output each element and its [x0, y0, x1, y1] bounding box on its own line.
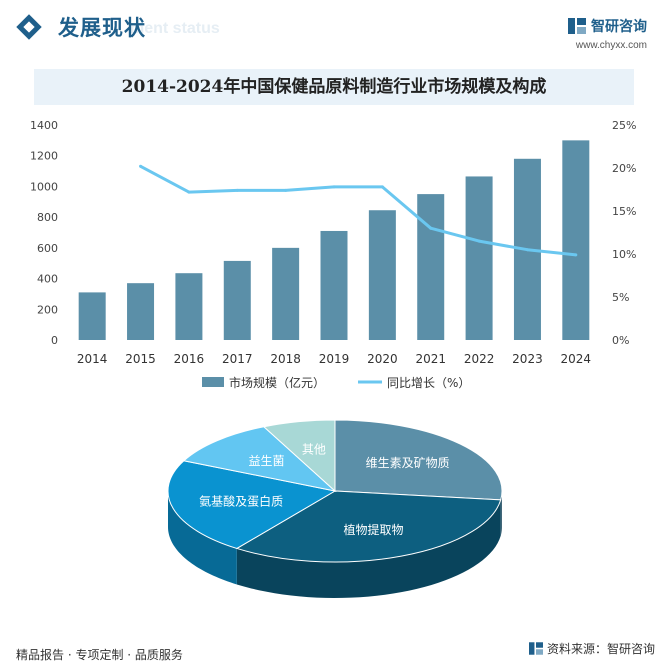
pie-slice-label: 氨基酸及蛋白质 — [199, 494, 283, 509]
bar — [320, 230, 348, 340]
footer-source: 资料来源：智研咨询 — [528, 640, 655, 657]
pie-slice — [235, 490, 502, 563]
section-title: 发展现状 — [58, 16, 146, 40]
legend-line-label: 同比增长（%） — [387, 376, 470, 390]
bar — [175, 273, 203, 340]
pie-slice-label: 植物提取物 — [343, 522, 403, 537]
footer-tagline: 精品报告 · 专项定制 · 品质服务 — [16, 648, 183, 662]
brand-url: www.chyxx.com — [575, 40, 647, 51]
x-tick-label: 2022 — [464, 352, 495, 366]
y-tick-label: 600 — [37, 242, 58, 255]
pie-slice — [262, 419, 336, 493]
line-point — [332, 185, 336, 189]
pie-slice-side — [168, 491, 237, 585]
brand: 智研咨询 www.chyxx.com — [568, 16, 647, 51]
pie-slice-label: 益生菌 — [249, 454, 285, 468]
pie-slice-side — [500, 491, 502, 536]
source-text: 资料来源：智研咨询 — [546, 642, 655, 656]
bar — [127, 283, 155, 340]
x-tick-label: 2017 — [222, 352, 253, 366]
source-logo-icon — [528, 642, 543, 655]
x-tick-label: 2020 — [367, 352, 398, 366]
y2-tick-label: 5% — [612, 291, 629, 304]
bar — [223, 260, 251, 340]
x-tick-label: 2014 — [77, 352, 108, 366]
line-point — [477, 239, 481, 243]
y-tick-label: 200 — [37, 303, 58, 316]
diamond-icon — [16, 14, 42, 40]
brand-logo-icon — [568, 18, 586, 34]
y2-tick-label: 10% — [612, 248, 636, 261]
pie-slice-label: 其他 — [302, 442, 326, 456]
pie-slice-side — [236, 499, 501, 598]
y-tick-label: 0 — [51, 334, 58, 347]
x-tick-label: 2015 — [125, 352, 156, 366]
y2-tick-label: 0% — [612, 334, 629, 347]
line-point — [525, 248, 529, 252]
y-tick-label: 1000 — [30, 180, 58, 193]
bar — [417, 194, 445, 340]
header: ment status 发展现状 智研咨询 www.chyxx.com — [0, 0, 669, 58]
line-point — [429, 226, 433, 230]
growth-line — [139, 164, 576, 257]
y-tick-label: 1400 — [30, 119, 58, 132]
legend-bar-swatch — [202, 377, 224, 387]
pie-slice — [182, 426, 337, 492]
y-tick-label: 400 — [37, 273, 58, 286]
bar — [78, 292, 106, 340]
x-tick-label: 2018 — [270, 352, 301, 366]
bar — [465, 176, 493, 340]
x-tick-label: 2024 — [561, 352, 592, 366]
y-tick-label: 800 — [37, 211, 58, 224]
chart-title-bar: 2014-2024年中国保健品原料制造行业市场规模及构成 — [34, 69, 634, 105]
line-point — [284, 188, 288, 192]
x-tick-label: 2019 — [319, 352, 350, 366]
bar-line-chart: 0 200 400 600 800 1000 1200 1400 0% 5% 10% 15% 20% 25… — [30, 119, 636, 390]
footer: 精品报告 · 专项定制 · 品质服务 资料来源：智研咨询 — [0, 640, 669, 666]
y-tick-label: 1200 — [30, 150, 58, 163]
header-ghost-text: ment status — [130, 20, 220, 37]
bar — [368, 210, 396, 340]
pie-slice — [334, 419, 503, 501]
line-point — [574, 253, 578, 257]
y2-tick-label: 20% — [612, 162, 636, 175]
pie-slice-label: 维生素及矿物质 — [366, 456, 450, 470]
chart-title: 2014-2024年中国保健品原料制造行业市场规模及构成 — [121, 77, 547, 97]
line-point — [235, 188, 239, 192]
y2-tick-label: 15% — [612, 205, 636, 218]
line-point — [187, 190, 191, 194]
line-point — [139, 164, 143, 168]
x-tick-label: 2021 — [415, 352, 446, 366]
y2-tick-label: 25% — [612, 119, 636, 132]
bar — [272, 247, 300, 340]
bar — [562, 140, 590, 340]
line-point — [380, 185, 384, 189]
x-tick-label: 2016 — [174, 352, 205, 366]
legend-bar-label: 市场规模（亿元） — [229, 375, 325, 390]
brand-name: 智研咨询 — [591, 19, 647, 35]
x-tick-label: 2023 — [512, 352, 543, 366]
